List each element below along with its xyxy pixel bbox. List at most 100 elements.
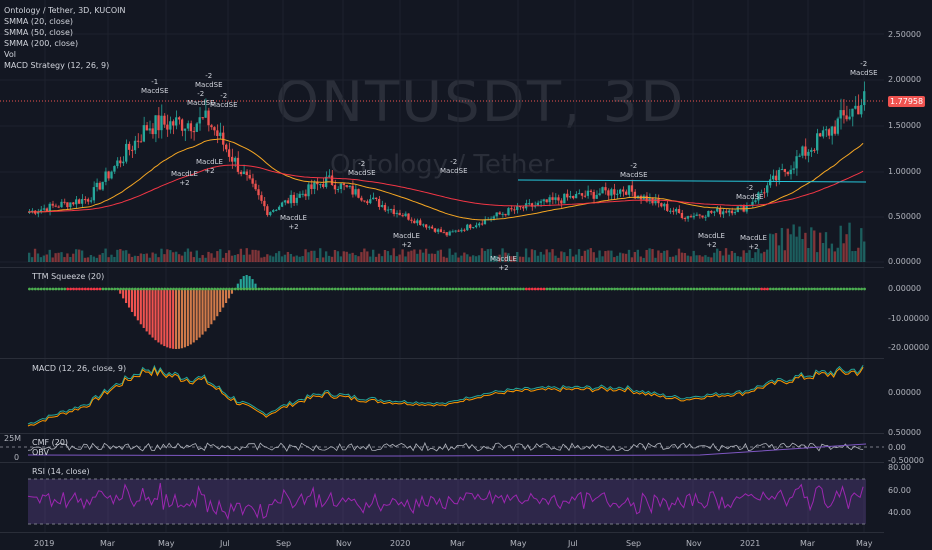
squeeze-dot <box>648 287 652 291</box>
candle-body <box>101 181 104 190</box>
volume-bar <box>392 248 395 262</box>
volume-bar <box>286 251 290 262</box>
squeeze-dot <box>851 287 855 291</box>
squeeze-dot <box>483 287 487 291</box>
squeeze-dot <box>672 287 675 291</box>
volume-bar <box>639 256 642 262</box>
volume-bar <box>539 251 542 262</box>
volume-bar <box>177 254 181 262</box>
candle-body <box>710 210 713 213</box>
candle-body <box>507 208 510 216</box>
volume-bar <box>489 248 492 262</box>
candle-body <box>619 189 622 194</box>
volume-bar <box>374 256 378 262</box>
candle-body <box>816 133 819 151</box>
squeeze-dot <box>72 287 75 291</box>
signal-name: +2 <box>288 223 299 231</box>
squeeze-dot <box>39 287 43 291</box>
volume-bar <box>36 253 40 262</box>
obv-label[interactable]: OBV <box>32 448 50 457</box>
squeeze-dot <box>327 287 331 291</box>
price-axis[interactable]: 2.50000 2.00000 1.50000 1.00000 0.50000 … <box>884 0 932 267</box>
squeeze-dot <box>210 287 214 291</box>
candle-body <box>786 171 789 175</box>
indicator-smma20[interactable]: SMMA (20, close) <box>4 17 74 26</box>
candle-body <box>260 195 263 201</box>
squeeze-dot <box>263 287 267 291</box>
signal-name: +2 <box>179 179 190 187</box>
candle-body <box>483 219 487 225</box>
candle-body <box>410 219 413 221</box>
candle-body <box>245 171 248 176</box>
rsi-label[interactable]: RSI (14, close) <box>32 467 90 476</box>
volume-bar <box>545 249 548 262</box>
candle-body <box>695 214 698 216</box>
signal-text: MacdLE <box>171 170 198 178</box>
squeeze-dot <box>692 287 696 291</box>
squeeze-dot <box>630 287 634 291</box>
indicator-smma200[interactable]: SMMA (200, close) <box>4 39 79 48</box>
macd-label[interactable]: MACD (12, 26, close, 9) <box>32 364 127 373</box>
squeeze-dot <box>107 287 111 291</box>
squeeze-dot <box>269 287 272 291</box>
volume-bar <box>366 251 369 262</box>
candle-body <box>339 183 343 190</box>
cmf-label[interactable]: CMF (20) <box>32 438 69 447</box>
squeeze-dot <box>498 287 502 291</box>
candle-body <box>860 105 863 115</box>
pane-separator[interactable] <box>0 358 884 359</box>
volume-bar <box>777 245 781 262</box>
candle-body <box>821 130 825 137</box>
squeeze-dot <box>792 287 796 291</box>
candle-body <box>686 216 689 219</box>
pane-separator[interactable] <box>0 462 884 463</box>
signal-name: MacdSE <box>440 167 468 175</box>
rsi-tick: 80.00 <box>888 463 911 472</box>
squeeze-dot <box>566 287 569 291</box>
candle-body <box>154 115 157 135</box>
squeeze-dot <box>589 287 593 291</box>
volume-bar <box>577 249 581 262</box>
squeeze-dot <box>307 287 311 291</box>
signal-name: +2 <box>401 241 412 249</box>
candle-body <box>195 123 198 132</box>
squeeze-bar <box>222 289 225 308</box>
signal-text: MacdLE <box>196 158 223 166</box>
smma-line <box>28 138 864 221</box>
volume-bar <box>471 255 475 262</box>
candle-body <box>210 125 213 128</box>
volume-bar <box>104 248 107 262</box>
volume-bar <box>695 255 698 262</box>
time-tick: 2019 <box>34 539 55 548</box>
candle-body <box>307 184 310 197</box>
volume-bar <box>619 252 622 262</box>
squeeze-dot <box>854 287 858 291</box>
squeeze-label[interactable]: TTM Squeeze (20) <box>32 272 105 281</box>
volume-bar <box>130 256 134 262</box>
pane-separator[interactable] <box>0 267 884 268</box>
pane-separator[interactable] <box>0 433 884 434</box>
volume-bar <box>710 257 713 262</box>
candle-body <box>845 115 848 120</box>
indicator-macd-strategy[interactable]: MACD Strategy (12, 26, 9) <box>4 61 110 70</box>
squeeze-dot <box>592 287 596 291</box>
signal-label: -2 MacdSE <box>620 162 648 180</box>
volume-bar <box>424 248 428 262</box>
squeeze-dot <box>580 287 584 291</box>
indicator-vol[interactable]: Vol <box>4 50 16 59</box>
indicator-smma50[interactable]: SMMA (50, close) <box>4 28 74 37</box>
candle-body <box>592 191 595 199</box>
squeeze-bar <box>142 289 145 328</box>
squeeze-tick: -20.00000 <box>888 343 930 352</box>
symbol-title[interactable]: Ontology / Tether, 3D, KUCOIN <box>4 6 126 15</box>
volume-bar <box>804 232 807 262</box>
candle-body <box>157 115 160 131</box>
volume-bar <box>201 255 204 262</box>
squeeze-dot <box>636 287 640 291</box>
squeeze-dot <box>51 287 55 291</box>
volume-bar <box>183 251 187 262</box>
signal-label: -2 MacdSE <box>440 158 468 176</box>
candle-body <box>354 189 357 195</box>
squeeze-dot <box>545 287 549 291</box>
